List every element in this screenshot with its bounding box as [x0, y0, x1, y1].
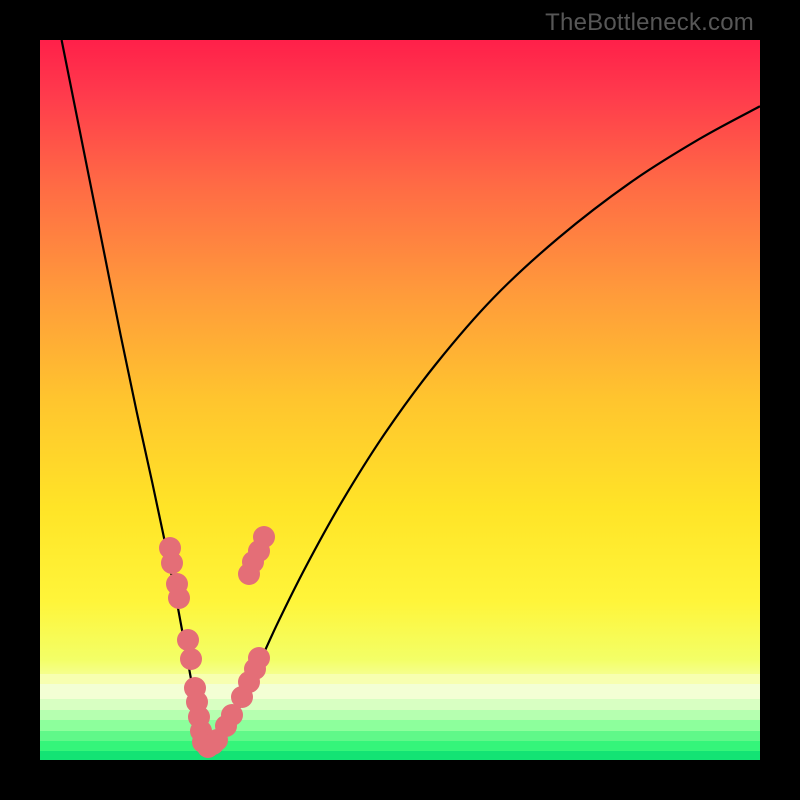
gradient-background	[40, 40, 760, 760]
color-band	[40, 731, 760, 741]
color-band	[40, 684, 760, 698]
color-band	[40, 741, 760, 750]
data-point	[177, 629, 199, 651]
data-point	[248, 647, 270, 669]
plot-region	[40, 40, 760, 760]
color-band	[40, 720, 760, 731]
data-point	[253, 526, 275, 548]
data-point	[161, 552, 183, 574]
color-band	[40, 674, 760, 685]
color-band	[40, 699, 760, 710]
watermark-text: TheBottleneck.com	[545, 9, 754, 37]
data-point	[168, 587, 190, 609]
data-point	[180, 648, 202, 670]
color-band	[40, 751, 760, 760]
color-band	[40, 710, 760, 721]
